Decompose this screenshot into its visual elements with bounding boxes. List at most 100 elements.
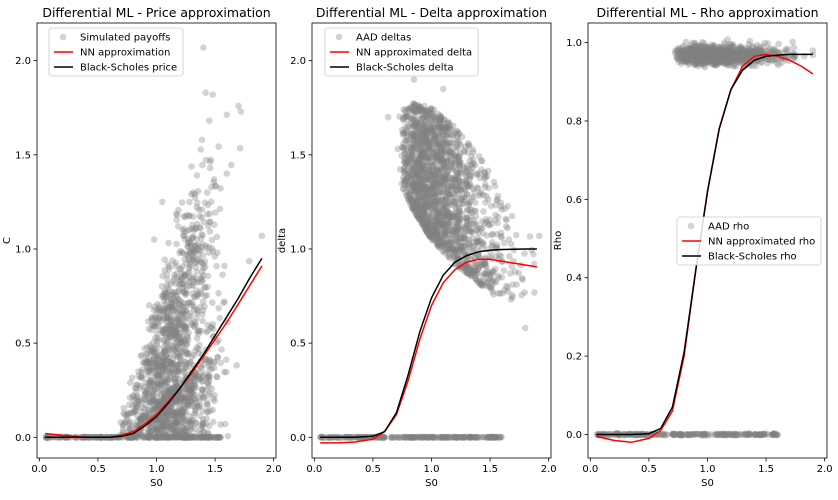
scatter-point	[199, 162, 206, 169]
scatter-point	[225, 433, 232, 440]
scatter-point	[213, 373, 220, 380]
scatter-point	[159, 418, 166, 425]
scatter-point	[216, 434, 223, 441]
scatter-point	[489, 434, 496, 441]
scatter-point	[217, 185, 224, 192]
scatter-point	[140, 359, 147, 366]
scatter-point	[161, 377, 168, 384]
scatter-point	[454, 144, 461, 151]
scatter-point	[211, 176, 218, 183]
x-axis-label: S0	[150, 478, 163, 489]
scatter-point	[469, 194, 476, 201]
scatter-point	[463, 215, 470, 222]
scatter-point	[206, 117, 213, 124]
x-axis-label: S0	[425, 478, 438, 489]
scatter-point	[426, 113, 433, 120]
scatter-point	[476, 280, 483, 287]
scatter-point	[400, 174, 407, 181]
scatter-point	[188, 163, 195, 170]
scatter-point	[409, 153, 416, 160]
scatter-point	[206, 244, 213, 251]
scatter-point	[429, 107, 436, 114]
scatter-point	[159, 199, 166, 206]
scatter-point	[441, 162, 448, 169]
scatter-point	[209, 365, 216, 372]
scatter-point	[192, 399, 199, 406]
scatter-point	[181, 271, 188, 278]
x-tick-label: 1.0	[424, 464, 440, 475]
x-tick-label: 1.0	[149, 464, 165, 475]
scatter-point	[716, 431, 723, 438]
scatter-point	[205, 431, 212, 438]
scatter-point	[385, 114, 392, 121]
scatter-point	[173, 217, 180, 224]
scatter-point	[466, 176, 473, 183]
scatter-point	[501, 240, 508, 247]
subplot-2: Differential ML - Delta approximation0.0…	[277, 5, 557, 489]
scatter-point	[429, 230, 436, 237]
scatter-point	[421, 192, 428, 199]
scatter-point	[536, 233, 543, 240]
scatter-point	[757, 431, 764, 438]
scatter-point	[791, 44, 798, 51]
scatter-point	[180, 395, 187, 402]
scatter-point	[464, 270, 471, 277]
scatter-point	[490, 277, 497, 284]
scatter-point	[200, 261, 207, 268]
scatter-point	[183, 387, 190, 394]
scatter-point	[438, 148, 445, 155]
scatter-point	[173, 241, 180, 248]
scatter-point	[456, 244, 463, 251]
scatter-point	[199, 137, 206, 144]
scatter-point	[159, 273, 166, 280]
scatter-point	[173, 211, 180, 218]
scatter-point	[505, 203, 512, 210]
scatter-point	[509, 213, 516, 220]
scatter-point	[190, 189, 197, 196]
x-tick-label: 2.0	[541, 464, 557, 475]
scatter-point	[153, 394, 160, 401]
scatter-point	[469, 146, 476, 153]
scatter-point	[207, 165, 214, 172]
scatter-point	[416, 434, 423, 441]
scatter-point	[238, 108, 245, 115]
scatter-point	[142, 391, 149, 398]
scatter-point	[192, 425, 199, 432]
scatter-point	[476, 193, 483, 200]
scatter-point	[671, 431, 678, 438]
x-tick-label: 1.5	[482, 464, 498, 475]
scatter-point	[411, 76, 418, 83]
scatter-point	[210, 395, 217, 402]
scatter-point	[688, 432, 695, 439]
scatter-point	[193, 259, 200, 266]
scatter-point	[194, 172, 201, 179]
scatter-point	[429, 434, 436, 441]
scatter-point	[219, 271, 226, 278]
scatter-point	[474, 434, 481, 441]
scatter-point	[180, 285, 187, 292]
scatter-point	[171, 375, 178, 382]
scatter-point	[415, 159, 422, 166]
scatter-point	[210, 419, 217, 426]
scatter-point	[484, 173, 491, 180]
scatter-point	[459, 194, 466, 201]
scatter-point	[498, 206, 505, 213]
scatter-point	[209, 237, 216, 244]
scatter-point	[442, 202, 449, 209]
scatter-point	[466, 201, 473, 208]
scatter-point	[613, 430, 620, 437]
scatter-point	[173, 328, 180, 335]
scatter-point	[199, 241, 206, 248]
scatter-point	[135, 397, 142, 404]
scatter-point	[466, 222, 473, 229]
scatter-point	[148, 345, 155, 352]
scatter-point	[156, 336, 163, 343]
scatter-point	[167, 323, 174, 330]
scatter-point	[429, 163, 436, 170]
scatter-point	[163, 355, 170, 362]
y-tick-label: 0.0	[15, 433, 31, 444]
scatter-point	[176, 277, 183, 284]
scatter-point	[447, 214, 454, 221]
scatter-point	[154, 308, 161, 315]
